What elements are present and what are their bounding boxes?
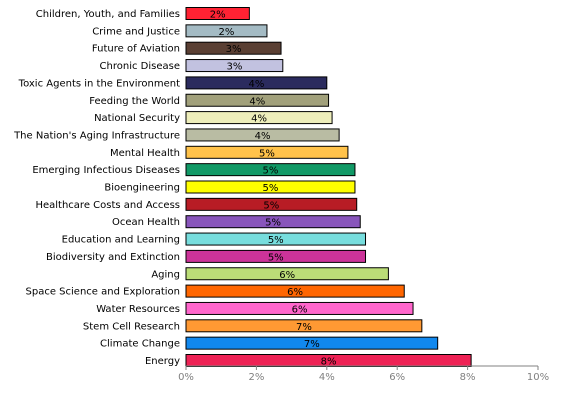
category-label-bioengineering: Bioengineering (104, 183, 180, 194)
data-label-bioengineering: 5% (263, 183, 279, 194)
x-tick-label-0: 0% (178, 372, 194, 383)
category-label-chronic-disease: Chronic Disease (100, 61, 180, 72)
data-label-toxic-agents-in-the-environment: 4% (248, 79, 264, 90)
category-label-education-and-learning: Education and Learning (62, 235, 180, 246)
category-label-water-resources: Water Resources (96, 304, 180, 315)
data-label-mental-health: 5% (259, 148, 275, 159)
category-label-biodiversity-and-extinction: Biodiversity and Extinction (46, 252, 180, 263)
data-label-the-nation-s-aging-infrastructure: 4% (255, 131, 271, 142)
data-label-ocean-health: 5% (265, 218, 281, 229)
category-label-future-of-aviation: Future of Aviation (92, 44, 180, 55)
category-labels: Children, Youth, and Families Crime and J… (13, 9, 180, 367)
x-tick-label-5: 10% (527, 372, 549, 383)
data-label-education-and-learning: 5% (268, 235, 284, 246)
category-label-stem-cell-research: Stem Cell Research (83, 321, 180, 332)
data-label-children-youth-and-families: 2% (210, 10, 226, 21)
data-label-space-science-and-exploration: 6% (287, 287, 303, 298)
category-label-emerging-infectious-diseases: Emerging Infectious Diseases (32, 165, 180, 176)
x-tick-label-3: 6% (389, 372, 405, 383)
data-label-climate-change: 7% (304, 339, 320, 350)
category-label-aging: Aging (151, 269, 180, 280)
category-label-the-nation-s-aging-infrastructure: The Nation's Aging Infrastructure (13, 130, 180, 141)
data-label-healthcare-costs-and-access: 5% (263, 200, 279, 211)
data-label-aging: 6% (279, 270, 295, 281)
data-label-feeding-the-world: 4% (249, 96, 265, 107)
data-label-water-resources: 6% (292, 304, 308, 315)
data-label-future-of-aviation: 3% (226, 44, 242, 55)
data-label-emerging-infectious-diseases: 5% (263, 166, 279, 177)
category-label-feeding-the-world: Feeding the World (89, 96, 180, 107)
category-label-healthcare-costs-and-access: Healthcare Costs and Access (35, 200, 180, 211)
x-tick-label-1: 2% (248, 372, 264, 383)
category-label-space-science-and-exploration: Space Science and Exploration (26, 287, 180, 298)
category-label-children-youth-and-families: Children, Youth, and Families (36, 9, 180, 20)
data-label-crime-and-justice: 2% (219, 27, 235, 38)
category-label-ocean-health: Ocean Health (112, 217, 180, 228)
category-label-mental-health: Mental Health (110, 148, 180, 159)
data-label-chronic-disease: 3% (226, 62, 242, 73)
category-label-energy: Energy (145, 356, 180, 367)
x-tick-label-2: 4% (319, 372, 335, 383)
data-label-national-security: 4% (251, 114, 267, 125)
category-label-crime-and-justice: Crime and Justice (92, 26, 180, 37)
x-tick-label-4: 8% (460, 372, 476, 383)
data-label-stem-cell-research: 7% (296, 322, 312, 333)
category-label-toxic-agents-in-the-environment: Toxic Agents in the Environment (18, 78, 180, 89)
data-label-biodiversity-and-extinction: 5% (268, 252, 284, 263)
x-axis: 0% 2% 4% 6% 8% 10% (178, 366, 549, 383)
category-label-national-security: National Security (94, 113, 180, 124)
category-label-climate-change: Climate Change (100, 339, 180, 350)
